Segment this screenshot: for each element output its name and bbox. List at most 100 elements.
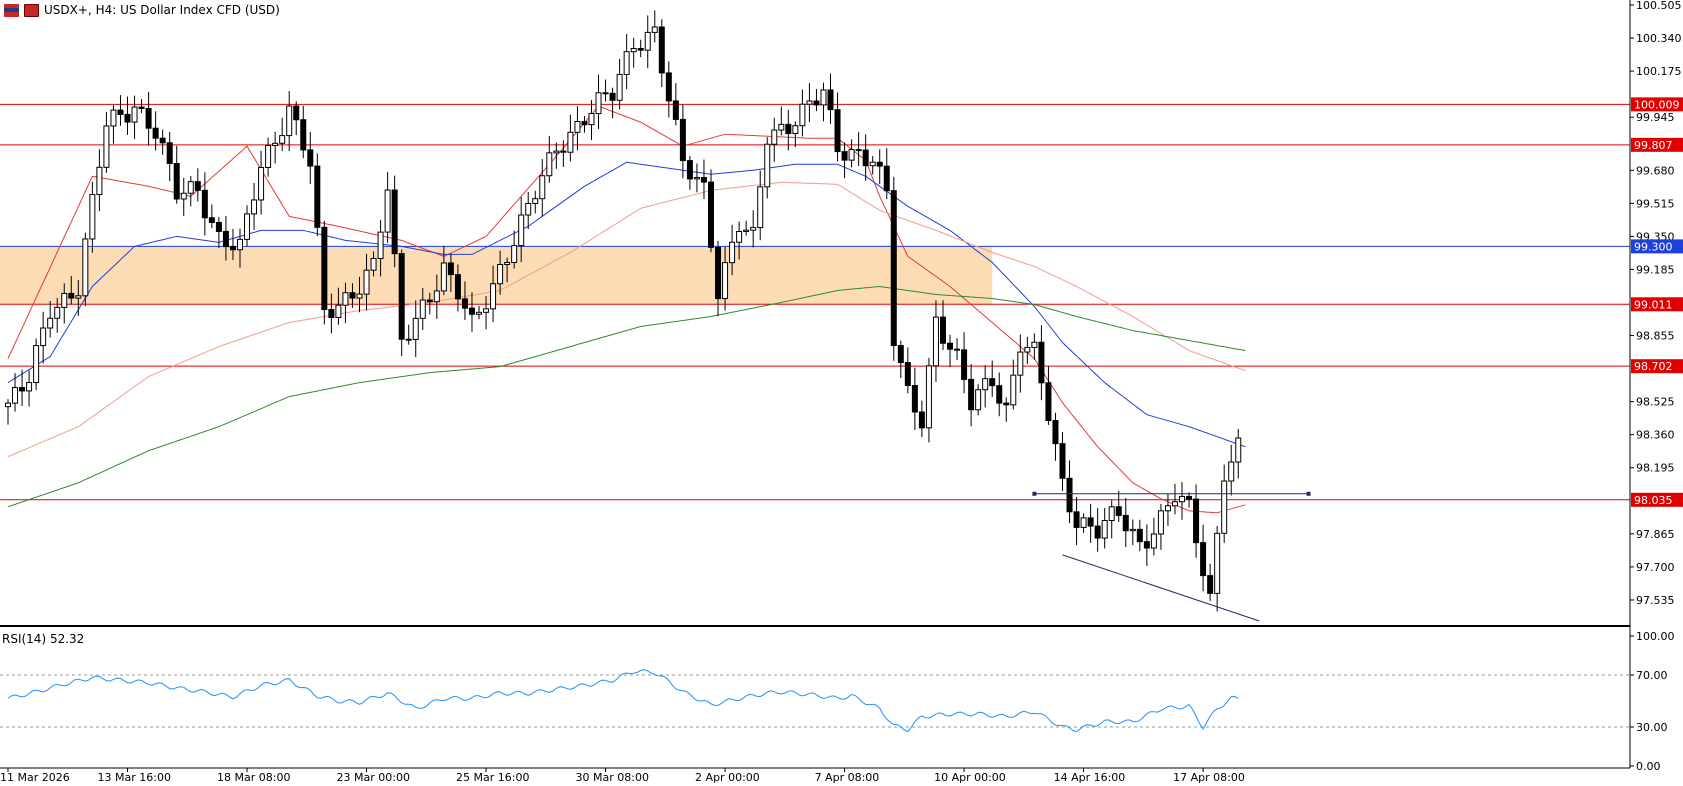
level-tag-label: 98.035	[1634, 494, 1673, 507]
candle-up	[743, 229, 750, 232]
time-tick-label: 11 Mar 2026	[0, 771, 70, 784]
candle-down	[447, 262, 454, 276]
candle-down	[715, 246, 722, 300]
candle-down	[300, 119, 307, 151]
candle-down	[215, 221, 222, 232]
candle-down	[461, 298, 468, 309]
candle-up	[869, 161, 876, 167]
timeframe-label: H4:	[95, 3, 117, 17]
candle-up	[630, 47, 637, 53]
time-tick-label: 25 Mar 16:00	[456, 771, 529, 784]
time-axis[interactable]: 11 Mar 2026 13 Mar 16:00 18 Mar 08:00 23 Ma…	[0, 768, 1245, 784]
candle-up	[1214, 532, 1221, 594]
candle-down	[314, 165, 321, 228]
price-tick-label: 97.865	[1636, 528, 1675, 541]
candle-up	[771, 129, 778, 145]
candle-up	[279, 135, 286, 144]
price-panel[interactable]	[0, 0, 1630, 625]
candle-down	[609, 92, 616, 101]
candle-down	[834, 109, 841, 153]
candle-down	[939, 316, 946, 344]
candle-up	[722, 262, 729, 300]
trendline-handle[interactable]	[1032, 491, 1037, 496]
candle-down	[1122, 514, 1129, 532]
candle-down	[1186, 495, 1193, 500]
rsi-tick-label: 70.00	[1636, 669, 1668, 682]
chart-header: USDX+, H4: US Dollar Index CFD (USD)	[4, 2, 280, 18]
candle-down	[293, 105, 300, 121]
candle-up	[103, 125, 110, 168]
time-tick-label: 17 Apr 08:00	[1173, 771, 1245, 784]
ma-line-ma_slow	[7, 181, 1246, 458]
candle-up	[370, 258, 377, 271]
candle-up	[244, 213, 251, 240]
candle-down	[1059, 443, 1066, 479]
price-tick-label: 99.185	[1636, 263, 1675, 276]
candle-up	[12, 387, 19, 404]
candle-down	[1045, 382, 1052, 422]
candle-up	[131, 106, 138, 123]
candle-up	[588, 113, 595, 126]
candle-up	[356, 293, 363, 299]
candle-up	[265, 145, 272, 168]
rsi-panel[interactable]	[0, 669, 1630, 733]
candle-down	[398, 253, 405, 340]
chart-icon[interactable]	[24, 3, 39, 17]
candle-up	[504, 262, 511, 265]
candle-up	[251, 199, 258, 215]
candle-up	[272, 142, 279, 147]
price-tick-label: 99.680	[1636, 164, 1675, 177]
level-tag-label: 98.702	[1634, 360, 1673, 373]
trendlines[interactable]	[1032, 491, 1311, 622]
candle-up	[848, 149, 855, 161]
rsi-line	[7, 669, 1239, 733]
candle-up	[1101, 519, 1108, 539]
candle-down	[679, 118, 686, 162]
candle-up	[1017, 351, 1024, 376]
candle-up	[778, 123, 785, 131]
candle-up	[975, 389, 982, 411]
candle-up	[286, 105, 293, 137]
candle-down	[658, 26, 665, 74]
candle-up	[553, 150, 560, 154]
candle-up	[820, 89, 827, 106]
time-tick-label: 14 Apr 16:00	[1054, 771, 1126, 784]
candle-up	[546, 152, 553, 177]
price-axis[interactable]: 100.505 100.340 100.175 99.945 99.680 99.515 9…	[1630, 0, 1682, 607]
horizontal-levels[interactable]	[0, 103, 1630, 501]
price-tick-label: 97.700	[1636, 561, 1675, 574]
candle-up	[623, 51, 630, 75]
ma-line-ma_mid	[7, 161, 1246, 448]
candle-down	[138, 106, 145, 110]
time-tick-label: 13 Mar 16:00	[98, 771, 171, 784]
candle-down	[947, 342, 954, 350]
time-tick-label: 2 Apr 00:00	[695, 771, 760, 784]
candle-down	[602, 92, 609, 95]
trendline-handle[interactable]	[1306, 491, 1311, 496]
candle-down	[897, 345, 904, 364]
candle-down	[152, 127, 159, 139]
price-tick-label: 100.340	[1636, 32, 1682, 45]
rsi-axis[interactable]: 100.00 70.00 30.00 0.00	[1630, 630, 1675, 773]
candle-up	[82, 238, 89, 297]
candle-up	[476, 311, 483, 315]
candle-down	[454, 274, 461, 300]
candle-down	[68, 292, 75, 299]
level-tag-label: 99.011	[1634, 298, 1673, 311]
candle-down	[813, 100, 820, 106]
time-tick-label: 7 Apr 08:00	[815, 771, 880, 784]
rsi-tick-label: 100.00	[1636, 630, 1675, 643]
description-label: US Dollar Index CFD (USD)	[120, 3, 280, 17]
candle-down	[145, 108, 152, 129]
flag-icon[interactable]	[4, 3, 19, 17]
candle-down	[426, 299, 433, 303]
candle-up	[342, 292, 349, 306]
candle-up	[799, 103, 806, 127]
candles	[5, 10, 1242, 612]
candle-down	[124, 113, 131, 123]
trendline[interactable]	[1062, 554, 1260, 622]
rsi-series	[0, 669, 1630, 733]
candle-up	[61, 292, 68, 308]
candle-up	[764, 143, 771, 188]
